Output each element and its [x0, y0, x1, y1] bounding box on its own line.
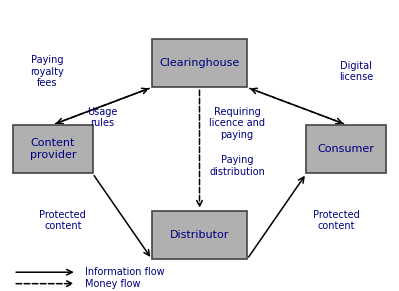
Text: Requiring
licence and
paying: Requiring licence and paying	[209, 107, 265, 140]
FancyBboxPatch shape	[152, 39, 247, 87]
Text: Consumer: Consumer	[318, 144, 375, 154]
Text: Information flow: Information flow	[85, 267, 164, 277]
FancyArrowPatch shape	[249, 177, 304, 257]
Text: Usage
rules: Usage rules	[87, 107, 118, 128]
Text: Protected
content: Protected content	[313, 210, 359, 231]
Text: Distributor: Distributor	[170, 230, 229, 240]
FancyBboxPatch shape	[13, 125, 93, 173]
Text: Money flow: Money flow	[85, 279, 140, 289]
Text: Paying
distribution: Paying distribution	[209, 155, 265, 177]
FancyArrowPatch shape	[55, 88, 148, 124]
FancyBboxPatch shape	[306, 125, 386, 173]
Text: Content
provider: Content provider	[30, 138, 76, 160]
FancyArrowPatch shape	[57, 88, 149, 124]
FancyBboxPatch shape	[152, 211, 247, 259]
Text: Digital
license: Digital license	[339, 61, 373, 82]
Text: Clearinghouse: Clearinghouse	[159, 58, 240, 68]
FancyArrowPatch shape	[16, 281, 72, 286]
Text: Protected
content: Protected content	[40, 210, 86, 231]
FancyArrowPatch shape	[16, 269, 72, 275]
FancyArrowPatch shape	[94, 176, 149, 255]
Text: Paying
royalty
fees: Paying royalty fees	[30, 55, 64, 88]
FancyArrowPatch shape	[197, 90, 202, 206]
FancyArrowPatch shape	[250, 88, 342, 124]
FancyArrowPatch shape	[251, 88, 344, 124]
